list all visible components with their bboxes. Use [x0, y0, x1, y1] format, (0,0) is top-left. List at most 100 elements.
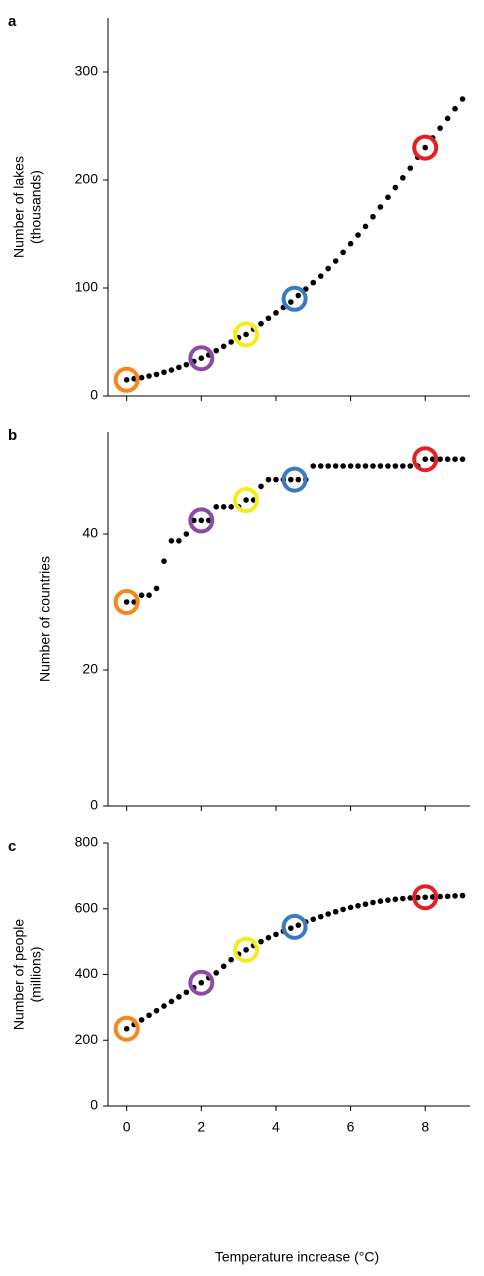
data-point — [258, 938, 264, 945]
data-point — [437, 456, 443, 463]
highlight-ring — [412, 884, 439, 911]
data-point — [250, 497, 257, 503]
data-point — [258, 320, 264, 327]
y-tick-label: 800 — [75, 834, 99, 850]
data-point — [288, 476, 294, 483]
data-point — [422, 456, 429, 463]
data-point — [310, 279, 317, 286]
highlight-ring — [233, 321, 260, 348]
data-point — [138, 374, 145, 381]
y-tick-label: 400 — [75, 965, 99, 981]
data-point — [362, 901, 369, 907]
data-point — [146, 1012, 152, 1019]
data-point — [176, 994, 182, 1000]
data-point — [459, 96, 466, 102]
data-point — [265, 934, 272, 941]
data-point — [138, 592, 145, 598]
highlight-ring — [281, 285, 308, 312]
data-point — [444, 893, 451, 900]
y-tick-label: 20 — [82, 661, 98, 677]
data-point — [183, 361, 190, 368]
panel-label: b — [8, 427, 17, 444]
data-point — [340, 249, 346, 256]
data-point — [459, 456, 466, 463]
data-point — [273, 931, 279, 938]
data-point — [273, 310, 279, 316]
data-point — [362, 463, 369, 469]
data-point — [377, 204, 384, 210]
data-point — [138, 1017, 145, 1023]
data-point — [131, 599, 137, 605]
data-point — [176, 364, 182, 371]
data-point — [377, 898, 384, 904]
data-point — [385, 897, 391, 904]
y-tick-label: 0 — [90, 1097, 98, 1113]
highlight-ring — [188, 507, 215, 534]
data-point — [355, 463, 361, 469]
data-point — [168, 367, 175, 373]
data-point — [295, 292, 302, 299]
y-tick-label: 600 — [75, 899, 99, 915]
data-point — [123, 377, 130, 383]
highlight-ring — [412, 446, 439, 473]
data-point — [213, 504, 220, 510]
data-point — [123, 599, 130, 605]
data-point — [392, 463, 399, 469]
y-axis-label: (millions) — [28, 947, 44, 1003]
data-point — [295, 922, 302, 928]
data-point — [153, 1007, 160, 1014]
data-point — [161, 369, 167, 376]
data-point — [243, 947, 249, 953]
data-point — [422, 144, 429, 151]
highlight-ring — [188, 345, 215, 372]
data-point — [362, 223, 369, 230]
data-point — [332, 463, 339, 469]
data-point — [205, 517, 212, 524]
data-point — [243, 331, 249, 338]
data-point — [340, 463, 346, 469]
data-point — [407, 895, 414, 901]
highlight-ring — [113, 1015, 140, 1042]
y-tick-label: 40 — [82, 525, 98, 541]
y-axis-label: Number of people — [11, 919, 27, 1031]
x-axis-label: Temperature increase (°C) — [215, 1249, 379, 1265]
data-point — [370, 213, 376, 220]
data-point — [198, 355, 205, 362]
y-tick-label: 300 — [75, 63, 99, 79]
data-point — [325, 911, 331, 917]
highlight-ring — [233, 487, 260, 513]
data-point — [161, 1003, 167, 1009]
y-axis-label: Number of countries — [37, 556, 53, 682]
data-point — [146, 373, 152, 379]
data-point — [198, 517, 205, 524]
data-point — [400, 463, 406, 469]
data-point — [161, 558, 167, 564]
data-point — [332, 258, 339, 264]
highlight-ring — [281, 913, 308, 940]
data-point — [295, 476, 302, 483]
data-point — [265, 476, 272, 483]
data-point — [310, 463, 317, 469]
data-point — [198, 979, 205, 986]
data-point — [228, 956, 234, 963]
data-point — [437, 893, 443, 900]
data-point — [220, 504, 227, 510]
y-tick-label: 200 — [75, 1031, 99, 1047]
highlight-ring — [412, 134, 439, 161]
data-point — [347, 463, 354, 469]
data-point — [310, 916, 317, 923]
data-point — [437, 125, 443, 131]
data-point — [265, 315, 272, 322]
data-point — [325, 265, 331, 272]
data-point — [385, 194, 391, 201]
data-point — [146, 592, 152, 598]
x-tick-label: 2 — [197, 1119, 205, 1135]
data-point — [452, 456, 458, 463]
x-tick-label: 6 — [347, 1119, 355, 1135]
data-point — [176, 538, 182, 544]
data-point — [407, 165, 414, 171]
x-tick-label: 0 — [123, 1119, 131, 1135]
data-point — [183, 531, 190, 537]
highlight-ring — [188, 969, 215, 996]
data-point — [332, 908, 339, 915]
